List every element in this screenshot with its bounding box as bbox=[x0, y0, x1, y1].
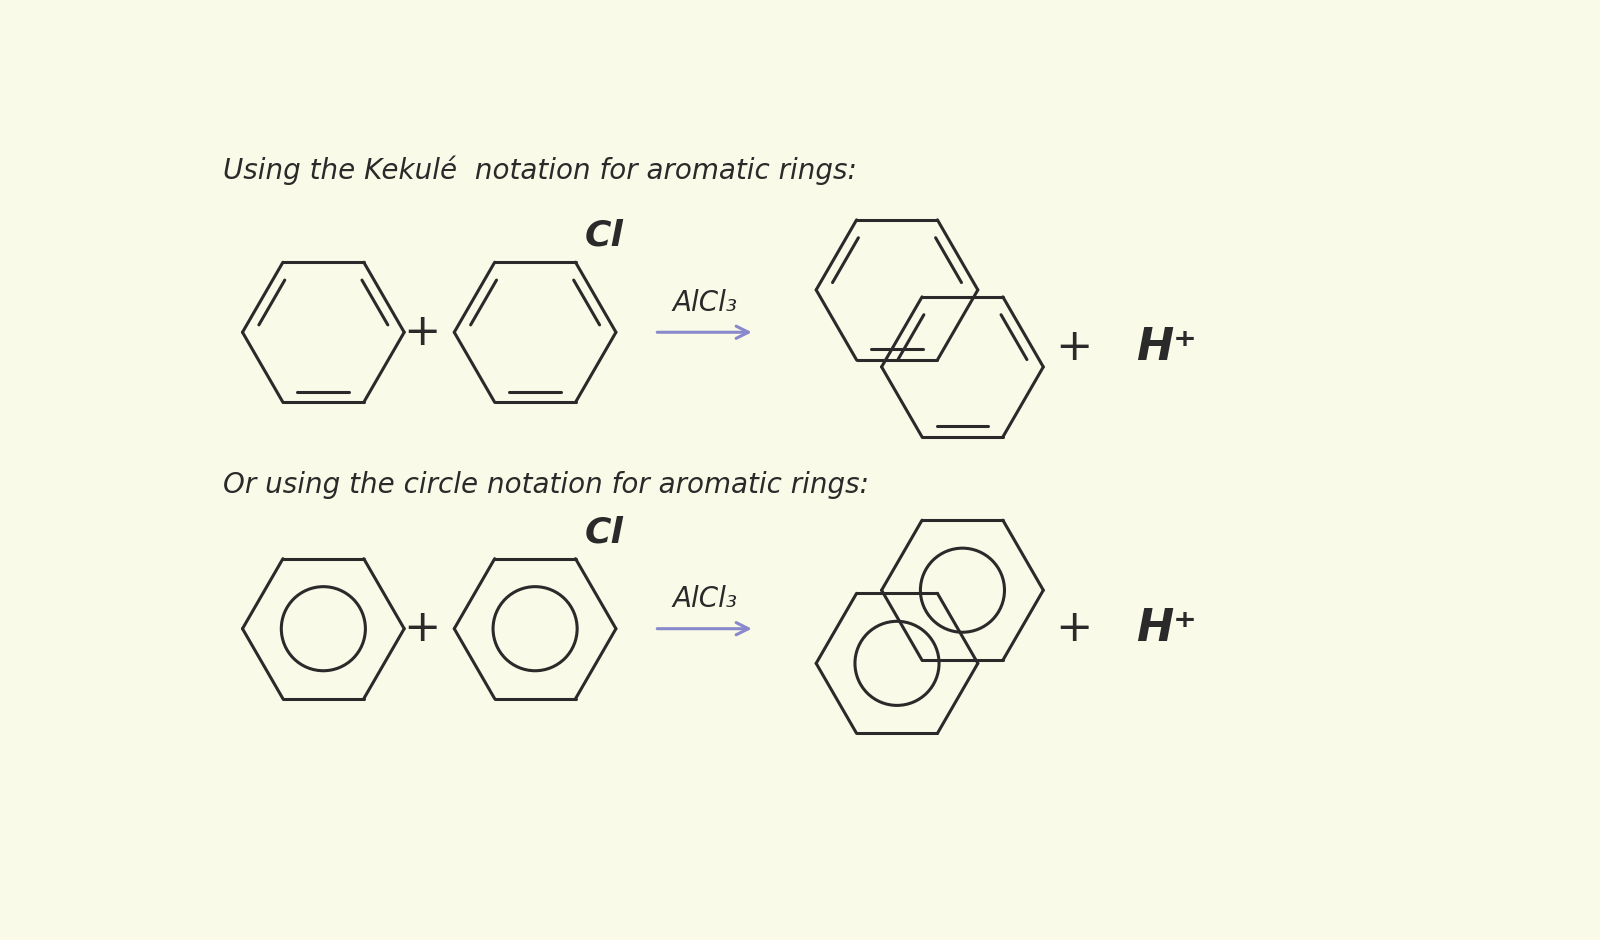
Text: Cl: Cl bbox=[584, 219, 624, 253]
Text: H⁺: H⁺ bbox=[1136, 326, 1197, 369]
Text: AlCl₃: AlCl₃ bbox=[672, 289, 738, 317]
Text: Or using the circle notation for aromatic rings:: Or using the circle notation for aromati… bbox=[224, 471, 869, 499]
Text: AlCl₃: AlCl₃ bbox=[672, 586, 738, 613]
Text: +: + bbox=[1056, 607, 1093, 650]
Text: +: + bbox=[403, 607, 440, 650]
Text: +: + bbox=[1056, 326, 1093, 369]
Text: Cl: Cl bbox=[584, 515, 624, 550]
Text: H⁺: H⁺ bbox=[1136, 607, 1197, 650]
Text: +: + bbox=[403, 311, 440, 353]
Text: Using the Kekulé  notation for aromatic rings:: Using the Kekulé notation for aromatic r… bbox=[224, 155, 858, 184]
